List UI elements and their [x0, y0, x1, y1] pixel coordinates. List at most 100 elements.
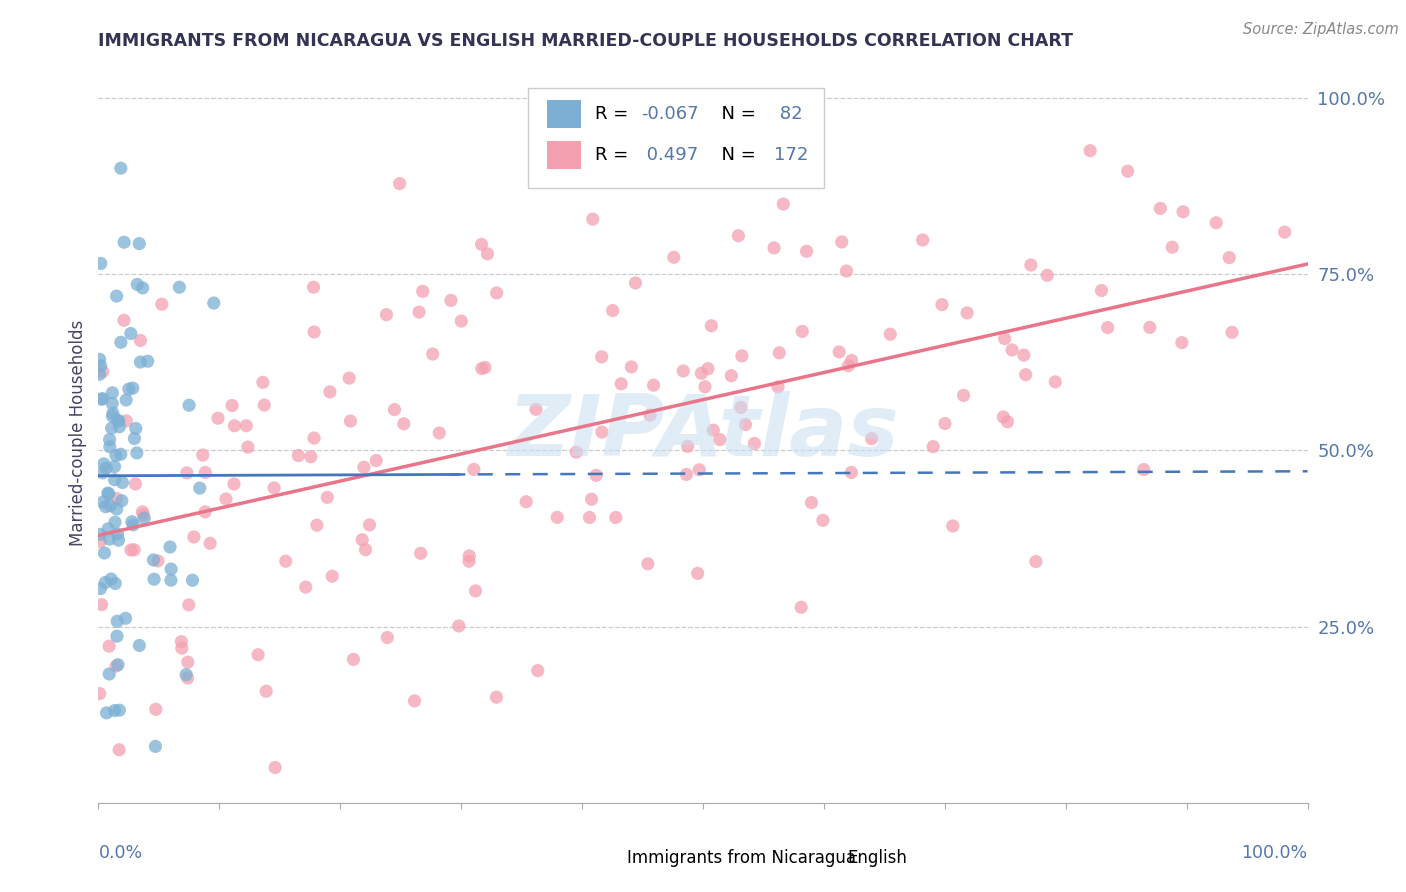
Point: [339, 414, 361, 428]
Point: [578, 510, 600, 524]
Point: [125, 421, 148, 435]
Point: [118, 382, 141, 396]
Point: [744, 436, 766, 450]
Point: [121, 515, 143, 529]
Point: [104, 704, 127, 718]
Point: [837, 359, 859, 373]
Point: [107, 533, 129, 548]
Point: [610, 376, 633, 391]
Point: [796, 244, 818, 259]
Point: [1078, 144, 1101, 158]
Point: [620, 359, 643, 374]
Point: [90, 359, 112, 373]
Point: [170, 641, 193, 656]
Point: [89, 368, 111, 382]
Point: [1171, 335, 1194, 350]
Point: [131, 505, 153, 519]
Point: [404, 694, 426, 708]
Point: [602, 303, 624, 318]
Point: [110, 335, 132, 350]
Text: 172: 172: [775, 146, 808, 164]
Point: [110, 447, 132, 461]
Point: [287, 449, 309, 463]
Point: [956, 306, 979, 320]
Point: [388, 177, 411, 191]
Point: [104, 473, 127, 487]
Point: [124, 477, 146, 491]
Point: [440, 293, 463, 308]
Bar: [547, 100, 581, 128]
Point: [1149, 202, 1171, 216]
Point: [105, 629, 128, 643]
Point: [993, 410, 1015, 425]
Point: [294, 580, 316, 594]
Point: [98, 667, 121, 681]
Point: [384, 402, 406, 417]
Point: [105, 659, 128, 673]
Point: [176, 466, 198, 480]
Point: [1012, 348, 1035, 362]
Point: [110, 161, 132, 176]
Point: [922, 440, 945, 454]
Point: [942, 519, 965, 533]
Point: [207, 411, 229, 425]
Point: [108, 703, 131, 717]
Point: [263, 481, 285, 495]
Point: [515, 494, 537, 508]
Point: [676, 439, 699, 453]
Point: [302, 325, 325, 339]
Point: [790, 600, 813, 615]
Point: [90, 392, 112, 407]
Point: [1001, 343, 1024, 357]
Text: N =: N =: [710, 105, 762, 123]
Point: [105, 289, 128, 303]
Point: [100, 421, 122, 435]
Text: Immigrants from Nicaragua: Immigrants from Nicaragua: [627, 849, 856, 867]
Point: [101, 406, 124, 420]
Point: [101, 409, 124, 424]
Point: [730, 401, 752, 415]
Point: [471, 361, 494, 376]
Point: [89, 352, 111, 367]
Point: [194, 466, 217, 480]
Point: [700, 318, 723, 333]
Point: [485, 285, 508, 300]
Point: [134, 511, 156, 525]
Point: [581, 492, 603, 507]
Point: [447, 619, 470, 633]
Point: [221, 399, 243, 413]
Text: 0.0%: 0.0%: [98, 844, 142, 862]
Point: [477, 247, 499, 261]
Point: [132, 508, 155, 522]
Point: [104, 515, 127, 529]
Point: [766, 380, 789, 394]
Point: [90, 256, 112, 270]
Point: [254, 684, 277, 698]
Point: [605, 510, 627, 524]
Point: [120, 543, 142, 558]
Point: [202, 296, 225, 310]
Point: [122, 542, 145, 557]
Point: [375, 308, 398, 322]
Point: [638, 408, 661, 422]
Text: N =: N =: [710, 146, 762, 164]
Point: [458, 549, 481, 563]
Point: [997, 415, 1019, 429]
Point: [128, 639, 150, 653]
Point: [693, 380, 716, 394]
Bar: [808, 847, 835, 870]
Point: [115, 414, 138, 428]
Point: [177, 398, 200, 412]
Point: [1019, 258, 1042, 272]
Point: [546, 510, 568, 524]
Point: [115, 392, 138, 407]
Point: [359, 517, 381, 532]
Point: [94, 500, 117, 514]
Point: [127, 277, 149, 292]
Point: [392, 417, 415, 431]
Point: [236, 440, 259, 454]
Point: [352, 533, 374, 547]
Point: [131, 281, 153, 295]
Point: [1090, 284, 1112, 298]
Point: [1116, 164, 1139, 178]
